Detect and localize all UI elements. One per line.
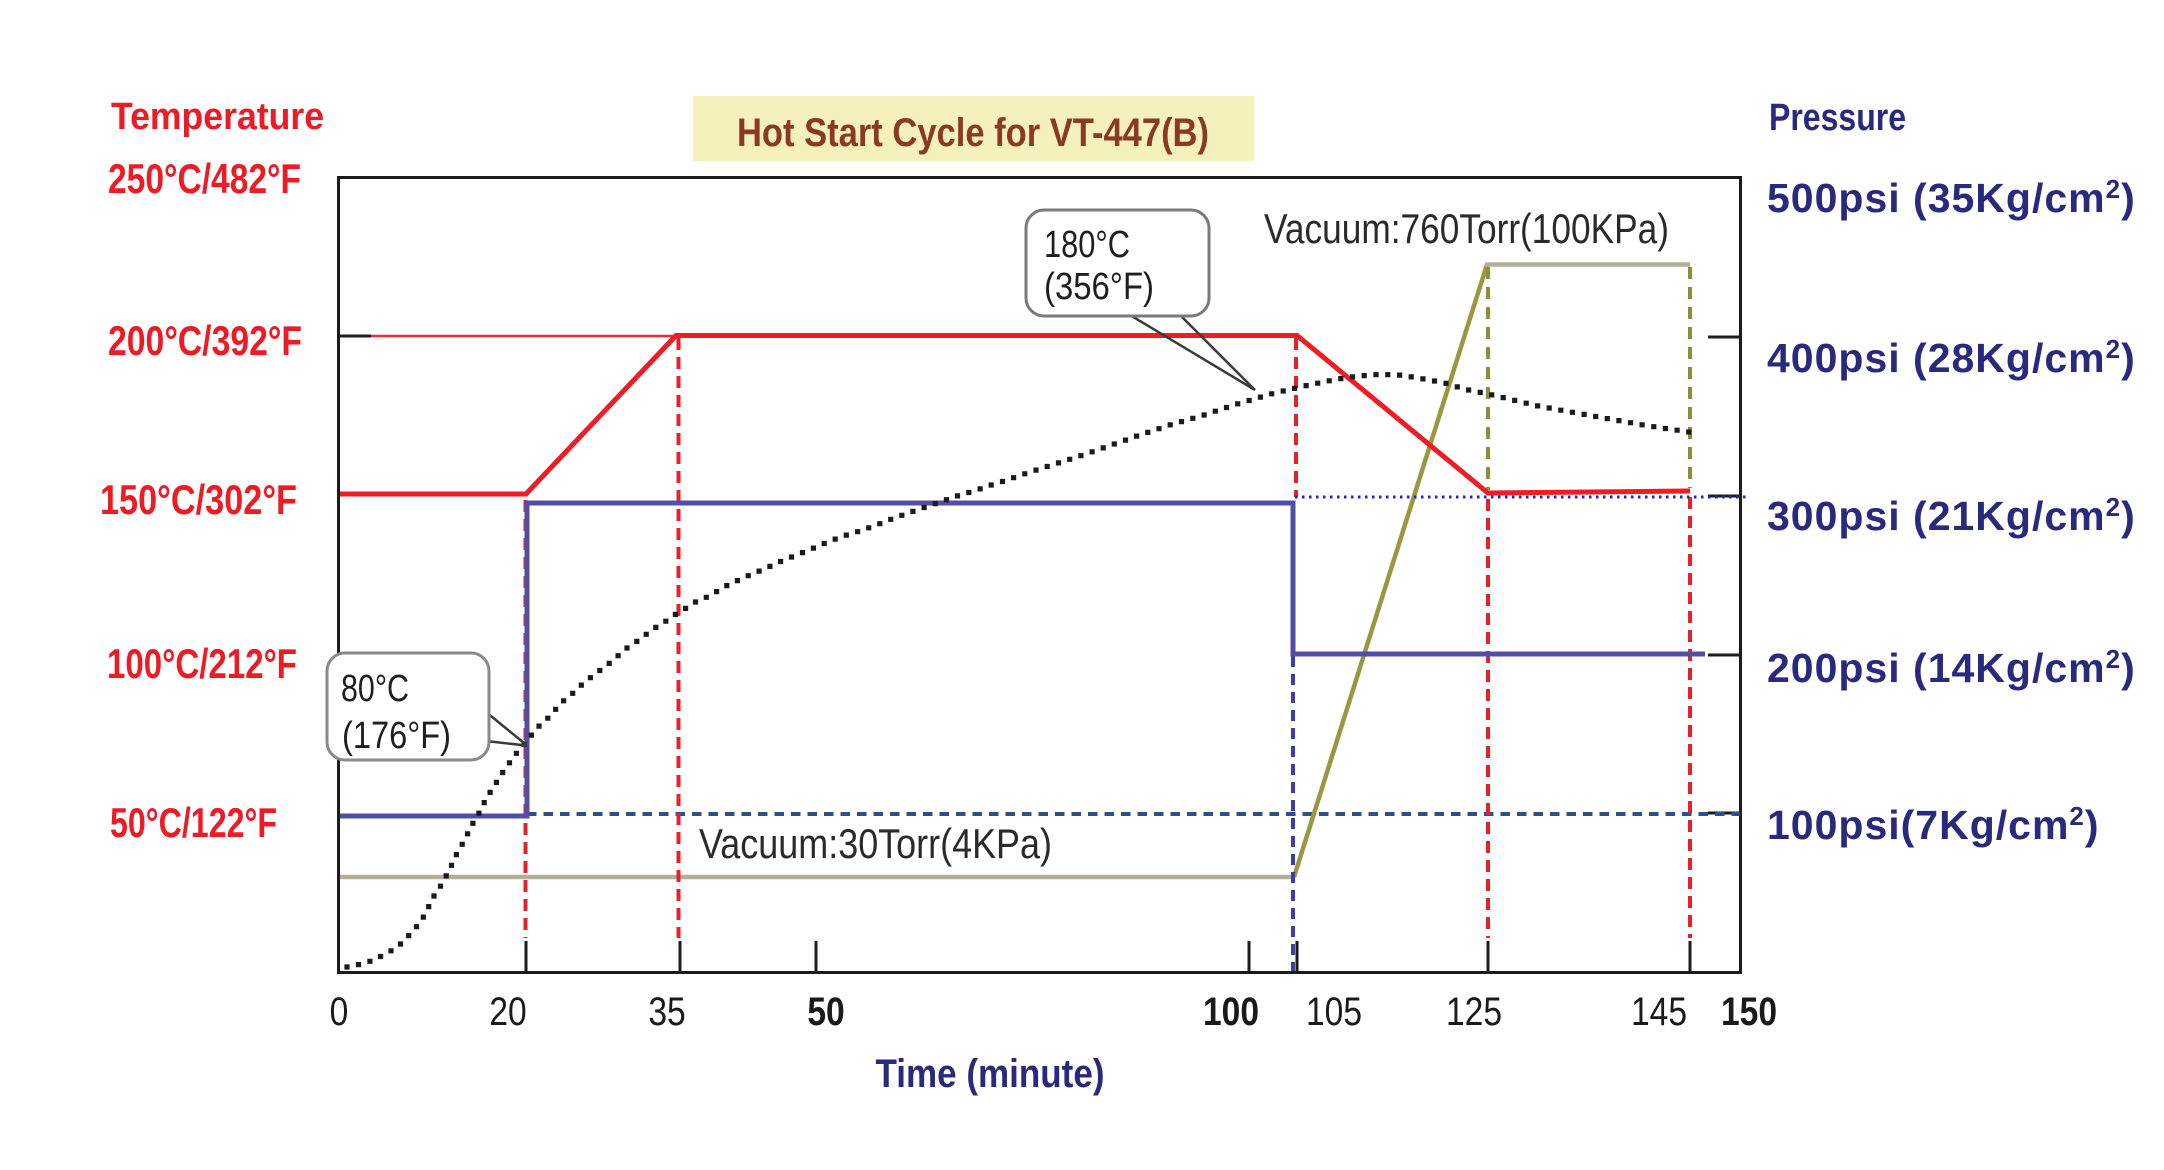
svg-text:125: 125 [1446,989,1502,1033]
svg-text:200°C/392°F: 200°C/392°F [108,317,302,364]
svg-text:20: 20 [489,989,526,1033]
svg-text:105: 105 [1306,989,1362,1033]
svg-text:Hot Start Cycle for VT-447(B): Hot Start Cycle for VT-447(B) [737,111,1209,155]
svg-text:150: 150 [1721,989,1777,1033]
svg-text:100°C/212°F: 100°C/212°F [107,640,297,687]
svg-text:100: 100 [1203,989,1259,1033]
svg-text:Vacuum:760Torr(100KPa): Vacuum:760Torr(100KPa) [1264,205,1669,252]
svg-text:200psi (14Kg/cm2): 200psi (14Kg/cm2) [1767,644,2136,691]
svg-text:250°C/482°F: 250°C/482°F [108,155,301,202]
svg-text:500psi (35Kg/cm2): 500psi (35Kg/cm2) [1767,174,2136,221]
svg-text:(176°F): (176°F) [342,715,451,757]
svg-text:300psi (21Kg/cm2): 300psi (21Kg/cm2) [1767,492,2136,539]
svg-text:80°C: 80°C [341,668,409,710]
svg-text:35: 35 [648,989,685,1033]
svg-text:180°C: 180°C [1044,224,1130,266]
svg-text:Vacuum:30Torr(4KPa): Vacuum:30Torr(4KPa) [699,820,1052,867]
svg-text:150°C/302°F: 150°C/302°F [100,476,297,523]
svg-text:50°C/122°F: 50°C/122°F [110,799,277,846]
svg-text:400psi (28Kg/cm2): 400psi (28Kg/cm2) [1767,334,2136,381]
svg-text:50: 50 [807,989,844,1033]
svg-text:145: 145 [1631,989,1687,1033]
svg-text:Time (minute): Time (minute) [876,1052,1105,1096]
svg-text:Temperature: Temperature [111,96,324,138]
svg-text:(356°F): (356°F) [1044,266,1154,308]
svg-text:Pressure: Pressure [1769,97,1906,139]
svg-text:100psi(7Kg/cm2): 100psi(7Kg/cm2) [1767,801,2100,848]
svg-text:0: 0 [330,989,349,1033]
